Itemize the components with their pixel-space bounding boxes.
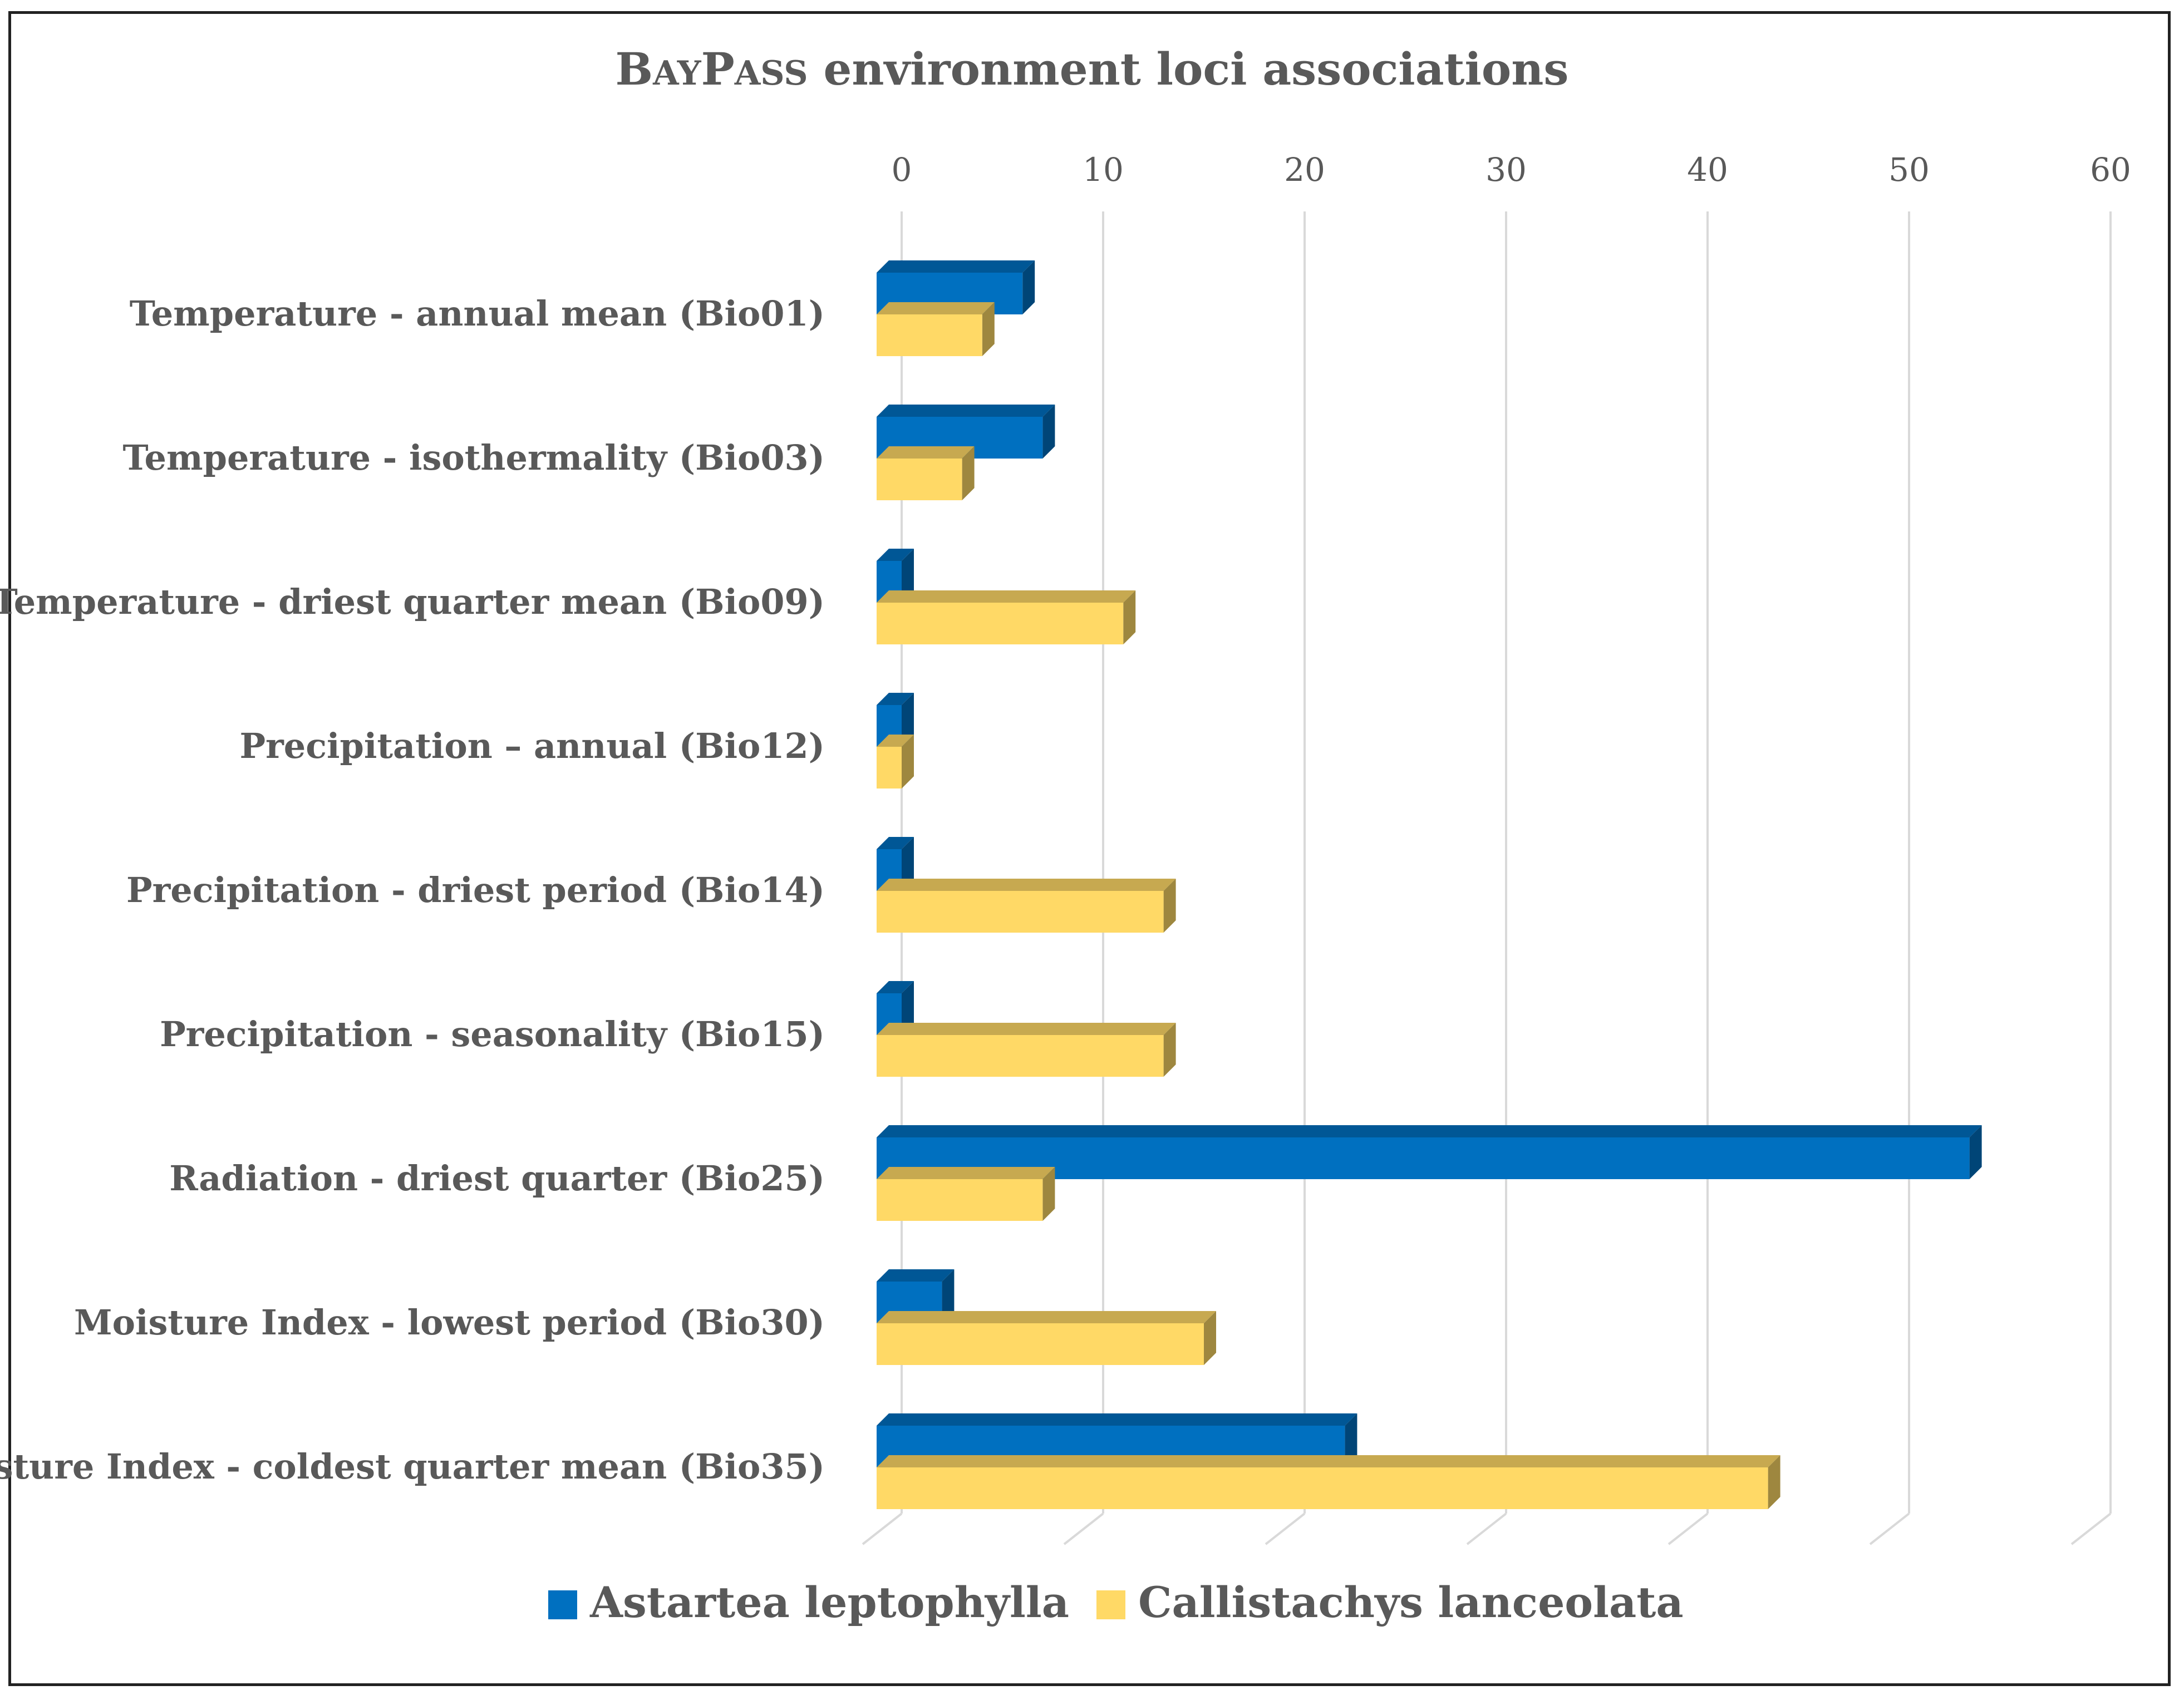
bar-top-face <box>877 1455 1780 1467</box>
x-tick-label: 30 <box>1485 151 1527 189</box>
bar-top-face <box>877 735 914 747</box>
category-labels: Temperature - annual mean (Bio01) Tempera… <box>0 293 825 1487</box>
bar-top-face <box>877 1269 955 1282</box>
legend-label-callistachys: Callistachys lanceolata <box>1138 1578 1684 1627</box>
bar-top-face <box>877 981 914 993</box>
gridline-floor-30 <box>1466 1512 1507 1545</box>
bar-top-face <box>877 446 975 459</box>
bar-side-face <box>1345 1413 1357 1467</box>
category-label: Radiation - driest quarter (Bio25) <box>169 1158 825 1199</box>
bar-side-face <box>942 1269 955 1323</box>
title-part-ass: ASS <box>734 54 808 93</box>
title-part-ay: AY <box>652 54 702 93</box>
bar-callistachys-7 <box>877 1167 1055 1221</box>
bar-top-face <box>877 1125 1982 1137</box>
bar-top-face <box>877 879 1176 891</box>
bar-callistachys-9 <box>877 1455 1780 1509</box>
bar-side-face <box>982 302 995 356</box>
bar-top-face <box>877 693 914 705</box>
title-part-p: P <box>701 43 735 95</box>
bar-callistachys-4 <box>877 735 914 789</box>
gridline-floor-0 <box>862 1512 903 1545</box>
bar-front-face <box>877 1323 1204 1365</box>
bar-side-face <box>1204 1311 1216 1365</box>
category-label: Precipitation - seasonality (Bio15) <box>160 1014 825 1055</box>
bar-side-face <box>902 981 914 1035</box>
category-label: Temperature - isothermality (Bio03) <box>123 437 825 478</box>
bar-callistachys-5 <box>877 879 1176 933</box>
bar-front-face <box>877 891 1164 933</box>
bar-top-face <box>877 837 914 849</box>
gridline-floor-10 <box>1063 1512 1104 1545</box>
bar-astartea-6 <box>877 981 914 1035</box>
bar-top-face <box>877 1413 1357 1426</box>
bar-side-face <box>1163 879 1176 933</box>
legend: Astartea leptophylla Callistachys lanceol… <box>548 1578 1684 1627</box>
category-label: Moisture Index - lowest period (Bio30) <box>74 1302 825 1343</box>
x-tick-label: 40 <box>1687 151 1728 189</box>
x-tick-label: 10 <box>1083 151 1124 189</box>
legend-swatch-astartea <box>548 1590 577 1619</box>
legend-label-astartea: Astartea leptophylla <box>589 1578 1069 1627</box>
gridline-floor-20 <box>1265 1512 1306 1545</box>
bar-side-face <box>962 446 975 500</box>
category-label: Moisture Index - coldest quarter mean (B… <box>0 1446 825 1487</box>
bar-side-face <box>902 735 914 789</box>
bar-top-face <box>877 302 995 314</box>
bar-side-face <box>1022 260 1035 314</box>
x-tick-label: 0 <box>892 151 912 189</box>
bar-top-face <box>877 1311 1216 1323</box>
title-part-b: B <box>616 43 653 95</box>
bar-side-face <box>902 549 914 603</box>
bar-top-face <box>877 549 914 561</box>
x-tick-label: 50 <box>1888 151 1930 189</box>
bar-front-face <box>877 1179 1043 1221</box>
bar-front-face <box>877 1467 1768 1509</box>
category-label: Precipitation - driest period (Bio14) <box>126 870 825 910</box>
gridline-floor-40 <box>1667 1512 1709 1545</box>
bar-top-face <box>877 1023 1176 1035</box>
bar-callistachys-3 <box>877 590 1136 644</box>
bars <box>877 260 1982 1509</box>
bar-front-face <box>877 1035 1164 1077</box>
bar-top-face <box>877 260 1035 273</box>
x-tick-label: 20 <box>1284 151 1325 189</box>
bar-callistachys-2 <box>877 446 975 500</box>
bar-side-face <box>1042 1167 1055 1221</box>
bar-callistachys-6 <box>877 1023 1176 1077</box>
title-part-rest: environment loci associations <box>808 43 1569 95</box>
bar-top-face <box>877 590 1136 603</box>
category-label: Temperature - driest quarter mean (Bio09… <box>0 582 825 622</box>
gridline-floor-60 <box>2070 1512 2112 1545</box>
bar-astartea-7 <box>877 1125 1982 1179</box>
legend-swatch-callistachys <box>1096 1590 1125 1619</box>
chart-title: BAYPASS environment loci associations <box>616 43 1569 95</box>
chart-frame <box>8 11 2171 1686</box>
bar-top-face <box>877 405 1055 417</box>
bar-front-face <box>877 603 1124 644</box>
gridline-floor-50 <box>1869 1512 1910 1545</box>
bar-front-face <box>877 459 962 500</box>
bar-front-face <box>877 1137 1970 1179</box>
bar-side-face <box>902 693 914 747</box>
bar-side-face <box>902 837 914 891</box>
bar-side-face <box>1768 1455 1780 1509</box>
x-tick-label: 60 <box>2090 151 2131 189</box>
bar-front-face <box>877 747 902 789</box>
category-label: Temperature - annual mean (Bio01) <box>130 293 825 334</box>
bar-side-face <box>1163 1023 1176 1077</box>
bar-side-face <box>1123 590 1136 644</box>
bar-side-face <box>1042 405 1055 459</box>
bar-side-face <box>1969 1125 1982 1179</box>
x-axis-ticks: 0 10 20 30 40 50 60 <box>892 151 2131 189</box>
category-label: Precipitation – annual (Bio12) <box>239 726 825 766</box>
bar-callistachys-1 <box>877 302 995 356</box>
bar-callistachys-8 <box>877 1311 1216 1365</box>
bar-top-face <box>877 1167 1055 1179</box>
bar-front-face <box>877 314 982 356</box>
